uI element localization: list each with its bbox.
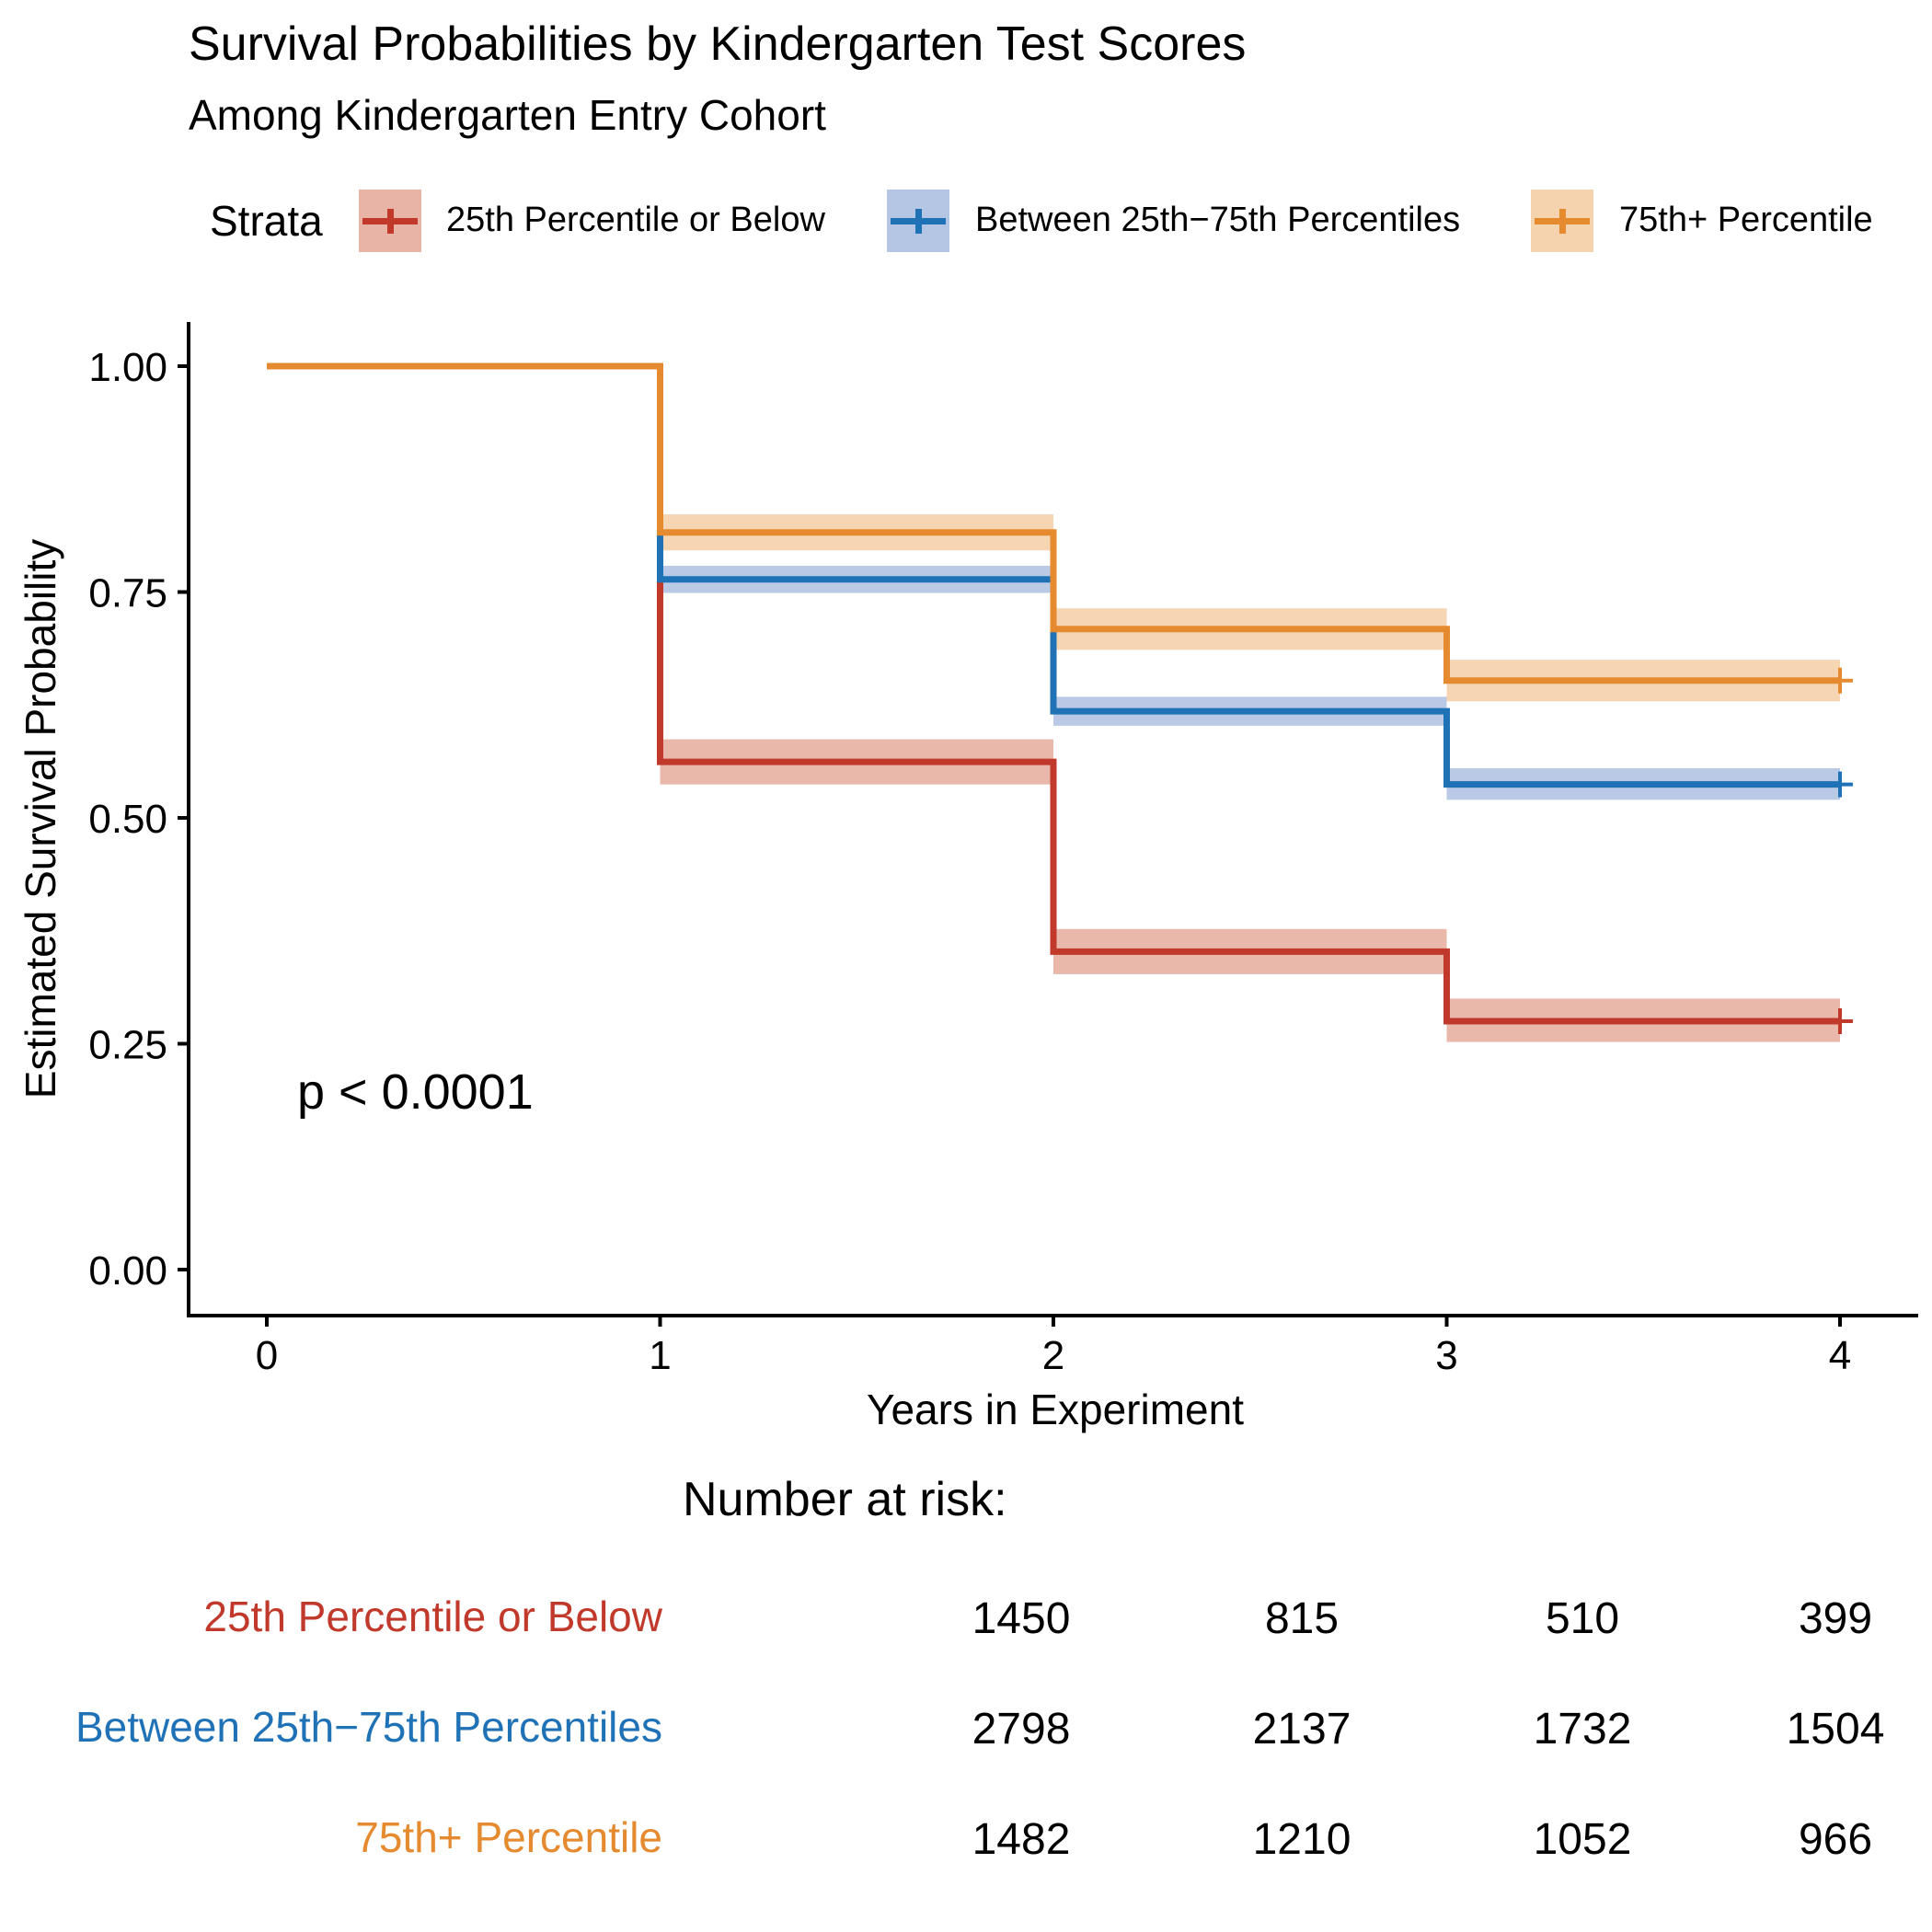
- risk-row-label-1: Between 25th−75th Percentiles: [75, 1703, 662, 1751]
- risk-cell-0-1: 815: [1264, 1594, 1340, 1643]
- y-tick-label-0: 0.00: [88, 1248, 167, 1294]
- x-tick-label-1: 1: [649, 1333, 671, 1378]
- legend-label-mid: Between 25th−75th Percentiles: [975, 201, 1461, 239]
- legend-label-low: 25th Percentile or Below: [446, 201, 825, 239]
- x-axis-title: Years in Experiment: [867, 1386, 1244, 1433]
- risk-table-title: Number at risk:: [683, 1473, 1007, 1526]
- risk-cell-2-3: 966: [1798, 1815, 1873, 1864]
- p-value-annotation: p < 0.0001: [297, 1064, 534, 1120]
- risk-cell-0-0: 1450: [972, 1594, 1071, 1643]
- y-tick-label-1: 0.25: [88, 1023, 167, 1068]
- risk-cell-0-2: 510: [1545, 1594, 1620, 1643]
- censor-mark-series-1: [1827, 771, 1853, 798]
- legend-key-mid: [887, 190, 949, 252]
- censor-mark-series-2: [1827, 667, 1853, 694]
- risk-cell-1-3: 1504: [1786, 1705, 1885, 1754]
- risk-cell-1-2: 1732: [1533, 1705, 1632, 1754]
- y-axis-title: Estimated Survival Probability: [17, 539, 64, 1098]
- legend-key-low: [359, 190, 421, 252]
- y-tick-label-3: 0.75: [88, 571, 167, 616]
- risk-cell-0-3: 399: [1798, 1594, 1873, 1643]
- chart-title: Survival Probabilities by Kindergarten T…: [189, 17, 1247, 71]
- risk-cell-1-0: 2798: [972, 1705, 1071, 1754]
- risk-cell-1-1: 2137: [1252, 1705, 1351, 1754]
- x-tick-label-2: 2: [1042, 1333, 1064, 1378]
- risk-row-label-0: 25th Percentile or Below: [203, 1593, 662, 1640]
- chart-subtitle: Among Kindergarten Entry Cohort: [189, 91, 826, 139]
- x-tick-label-4: 4: [1829, 1333, 1851, 1378]
- legend-key-high: [1531, 190, 1593, 252]
- risk-row-label-2: 75th+ Percentile: [355, 1813, 662, 1861]
- censor-mark-series-0: [1827, 1007, 1853, 1034]
- y-tick-label-2: 0.50: [88, 797, 167, 842]
- x-tick-label-0: 0: [256, 1333, 278, 1378]
- x-tick-label-3: 3: [1435, 1333, 1457, 1378]
- legend-label-high: 75th+ Percentile: [1619, 201, 1873, 239]
- survival-line-series-2: [267, 362, 1840, 684]
- y-tick-label-4: 1.00: [88, 345, 167, 390]
- risk-cell-2-1: 1210: [1252, 1815, 1351, 1864]
- risk-cell-2-2: 1052: [1533, 1815, 1632, 1864]
- risk-cell-2-0: 1482: [972, 1815, 1071, 1864]
- legend-title: Strata: [210, 197, 323, 245]
